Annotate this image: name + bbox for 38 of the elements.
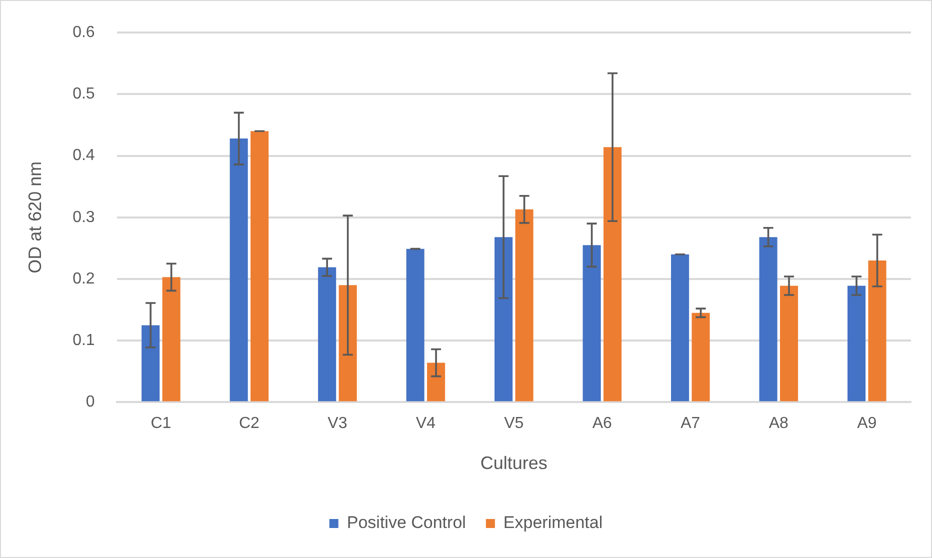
bar (671, 254, 690, 402)
bar (142, 325, 160, 402)
y-tick-label: 0.2 (72, 270, 95, 288)
bar (780, 286, 798, 402)
y-tick-label: 0.6 (72, 24, 95, 42)
bar (515, 209, 534, 402)
x-tick-label: A7 (680, 415, 700, 432)
x-tick-label: C1 (150, 415, 172, 432)
bar (338, 285, 357, 402)
x-tick-label: V5 (504, 415, 524, 432)
x-tick-label: A6 (592, 415, 612, 432)
bar (406, 248, 424, 402)
bar (427, 362, 446, 402)
bar (759, 237, 778, 402)
bar (582, 245, 601, 402)
x-axis-title: Cultures (480, 453, 548, 474)
y-tick-label: 0.3 (72, 208, 95, 226)
bar (868, 260, 886, 402)
legend-label: Positive Control (346, 513, 466, 532)
bar (604, 147, 622, 402)
bar (318, 267, 336, 402)
x-tick-label: C2 (238, 415, 260, 432)
bar (230, 138, 248, 402)
y-tick-label: 0.5 (72, 86, 95, 103)
bar (847, 286, 866, 402)
x-tick-label: V4 (416, 415, 436, 432)
y-axis-title: OD at 620 nm (24, 161, 45, 274)
legend-label: Experimental (503, 513, 603, 532)
x-tick-label: V3 (328, 415, 348, 432)
y-tick-label: 0.1 (72, 332, 95, 350)
bar (250, 131, 269, 402)
x-tick-label: A9 (857, 415, 877, 432)
bar (494, 237, 513, 402)
bar (692, 312, 710, 402)
x-tick-label: A8 (768, 415, 789, 432)
y-tick-label: 0.4 (72, 147, 95, 164)
bar (162, 277, 180, 402)
y-tick-label: 0 (86, 394, 95, 411)
